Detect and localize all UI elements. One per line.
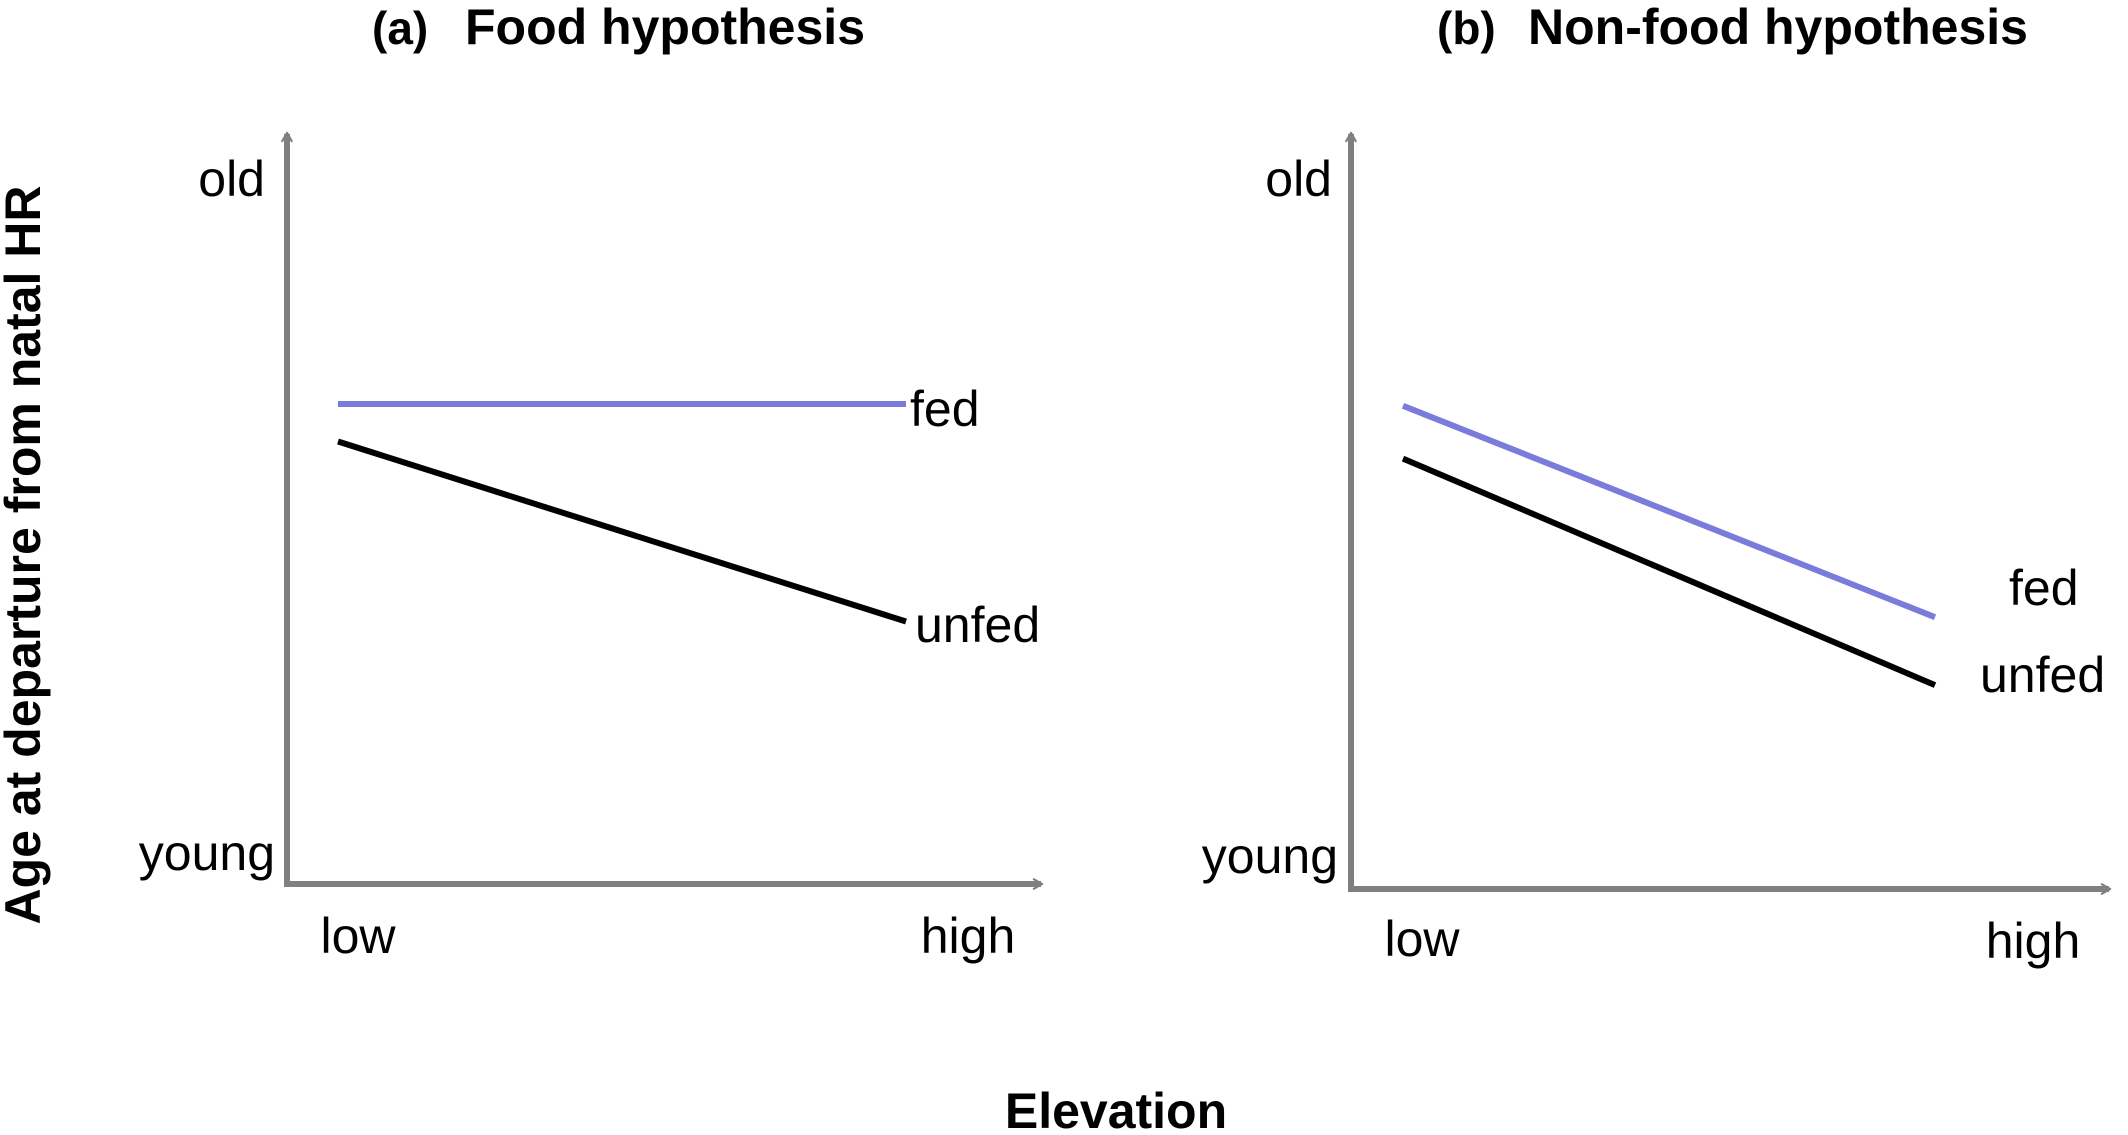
panel-b-label: (b) — [1437, 2, 1496, 54]
panel-a-x-tick-high: high — [921, 908, 1016, 964]
x-axis-title: Elevation — [1005, 1083, 1227, 1135]
panel-a-x-tick-low: low — [320, 908, 396, 964]
panel-a-series-unfed-line — [337, 438, 907, 625]
panel-b-series-unfed-line — [1401, 455, 1937, 688]
panel-a-title: Food hypothesis — [465, 0, 865, 55]
panel-b-series-unfed-label: unfed — [1980, 647, 2105, 703]
panel-b-y-tick-old: old — [1265, 151, 1332, 207]
panel-b-x-tick-high: high — [1986, 913, 2081, 969]
panel-b: (b) Non-food hypothesis old young low hi… — [1202, 0, 2112, 969]
panel-b-title: Non-food hypothesis — [1528, 0, 2028, 55]
panel-a-label: (a) — [372, 2, 428, 54]
panel-a: (a) Food hypothesis old young low high f… — [139, 0, 1044, 964]
panel-a-y-tick-young: young — [139, 825, 275, 881]
panel-b-y-tick-young: young — [1202, 828, 1338, 884]
panel-a-series-unfed-label: unfed — [915, 597, 1040, 653]
panel-b-series-fed-label: fed — [2009, 560, 2079, 616]
panel-a-y-tick-old: old — [198, 151, 265, 207]
y-axis-title: Age at departure from natal HR — [0, 185, 51, 924]
panel-b-series-fed-line — [1401, 403, 1937, 620]
panel-a-series-fed-label: fed — [910, 381, 980, 437]
panel-b-x-tick-low: low — [1384, 911, 1460, 967]
